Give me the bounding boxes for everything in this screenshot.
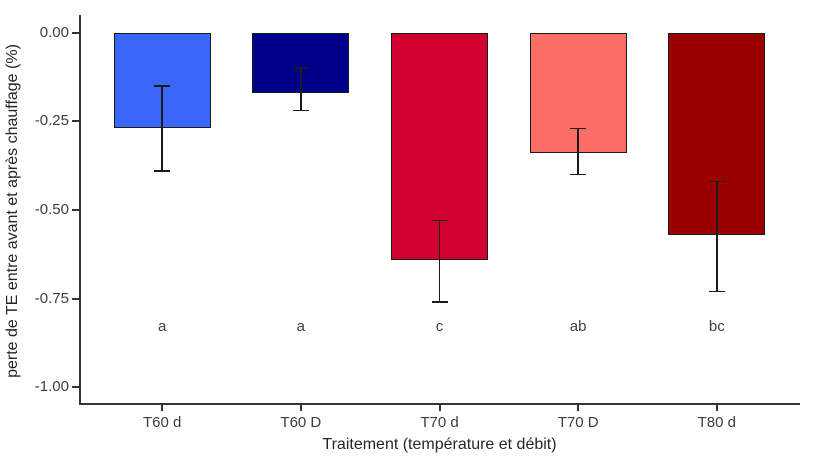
error-bar-cap-top (431, 219, 448, 222)
error-bar-cap-bottom (570, 173, 587, 176)
error-bar-cap-top (570, 127, 587, 130)
y-tick-label: 0.00 (39, 23, 69, 41)
error-bar-cap-bottom (154, 170, 171, 172)
x-tick-label: T70 d (420, 414, 459, 431)
y-tick-label: -0.25 (34, 112, 69, 130)
x-tick (161, 405, 164, 411)
error-bar (577, 128, 579, 175)
error-bar (438, 220, 441, 303)
y-tick-label: -0.50 (34, 201, 69, 218)
error-bar-cap-top (292, 67, 309, 69)
y-tick (72, 31, 79, 34)
y-tick (72, 209, 79, 211)
x-tick-label: T80 d (697, 414, 736, 431)
significance-letter: c (435, 318, 444, 335)
y-tick (72, 120, 79, 123)
significance-letter: bc (708, 318, 725, 335)
significance-letter: a (296, 318, 306, 335)
x-tick-label: T60 D (280, 414, 322, 431)
error-bar-cap-bottom (431, 301, 448, 303)
y-tick (72, 386, 79, 389)
x-tick-label: T70 D (557, 414, 599, 431)
error-bar-cap-top (708, 180, 725, 183)
error-bar-cap-bottom (292, 109, 309, 112)
y-tick-label: -1.00 (34, 378, 69, 396)
error-bar (716, 181, 718, 292)
significance-letter: ab (569, 318, 587, 335)
x-tick (715, 405, 718, 411)
plot-panel (79, 15, 800, 405)
x-axis-title: Traitement (température et débit) (322, 436, 557, 453)
x-tick (438, 405, 441, 411)
y-tick-label: -0.75 (34, 289, 69, 307)
significance-letter: a (158, 318, 167, 335)
x-tick (577, 405, 580, 411)
x-tick (299, 405, 302, 411)
error-bar (161, 85, 163, 171)
y-tick (72, 297, 79, 300)
error-bar-cap-top (154, 85, 171, 87)
error-bar-cap-bottom (708, 290, 725, 293)
error-bar (300, 68, 302, 111)
x-tick-label: T60 d (143, 414, 182, 431)
